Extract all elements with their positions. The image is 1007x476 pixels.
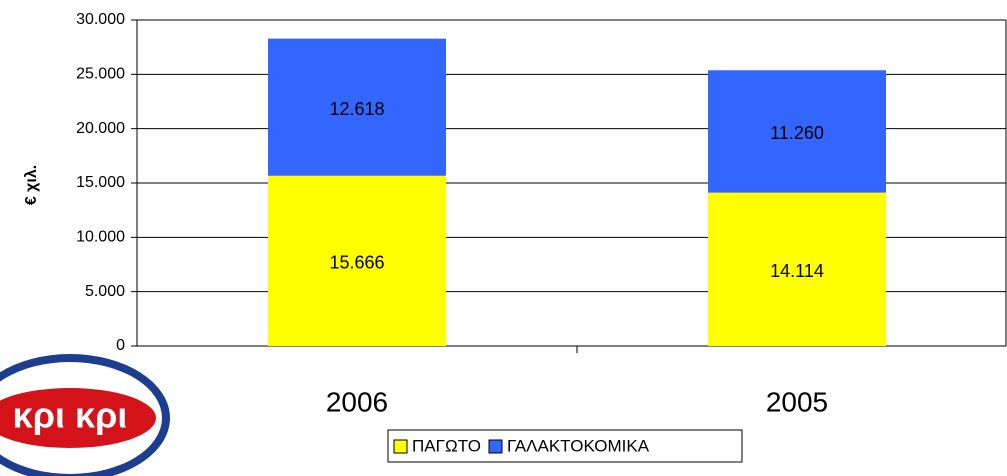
bar-segment	[708, 192, 886, 346]
logo-band	[0, 388, 156, 448]
bar-segment	[268, 175, 446, 346]
legend-label: ΓΑΛΑΚΤΟΚΟΜΙΚΑ	[507, 436, 650, 455]
x-tick-label: 2006	[326, 386, 388, 417]
bar-segment	[708, 70, 886, 193]
logo: κρι κρι	[0, 354, 170, 476]
value-label: 14.114	[770, 261, 824, 281]
legend-label: ΠΑΓΩΤΟ	[412, 436, 481, 455]
y-axis-label: € χιλ.	[23, 165, 40, 205]
value-label: 11.260	[770, 123, 824, 143]
y-tick-label: 0	[116, 337, 125, 354]
y-tick-label: 25.000	[76, 66, 125, 83]
y-tick-label: 10.000	[76, 229, 125, 246]
y-tick-label: 20.000	[76, 120, 125, 137]
y-tick-label: 5.000	[85, 283, 125, 300]
y-tick-label: 30.000	[76, 11, 125, 28]
legend-box	[387, 429, 743, 463]
bar-segment	[268, 38, 446, 176]
value-label: 12.618	[329, 99, 384, 119]
x-tick-label: 2005	[766, 386, 828, 417]
value-label: 15.666	[329, 253, 384, 273]
logo-text: κρι κρι	[13, 395, 128, 436]
legend-swatch	[488, 439, 503, 454]
legend-swatch	[393, 439, 408, 454]
y-tick-label: 15.000	[76, 174, 125, 191]
